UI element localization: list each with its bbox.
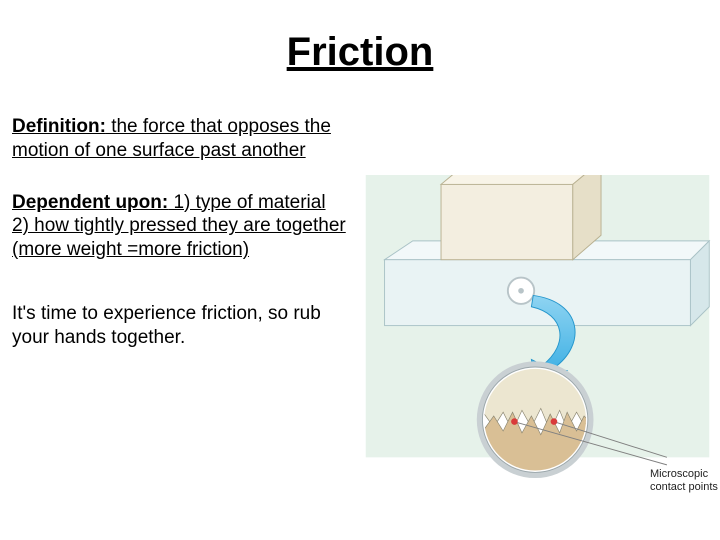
friction-diagram xyxy=(355,175,720,495)
definition-label: Definition: xyxy=(12,116,106,137)
experience-line: It's time to experience friction, so rub… xyxy=(12,302,352,350)
top-block xyxy=(441,175,601,260)
dependent-line2: 2) how tightly pressed they are together… xyxy=(12,215,346,260)
diagram-caption: Microscopic contact points xyxy=(650,468,720,493)
view-circle-dot xyxy=(518,288,524,294)
magnifier xyxy=(477,361,594,478)
dependent-label: Dependent upon: xyxy=(12,192,168,213)
dependent-line1: 1) type of material xyxy=(168,192,325,213)
page-title: Friction xyxy=(12,30,708,75)
slide: Friction Definition: the force that oppo… xyxy=(0,0,720,540)
definition-block: Definition: the force that opposes the m… xyxy=(12,115,352,163)
text-column: Definition: the force that opposes the m… xyxy=(12,115,352,349)
dependent-block: Dependent upon: 1) type of material 2) h… xyxy=(12,191,352,262)
